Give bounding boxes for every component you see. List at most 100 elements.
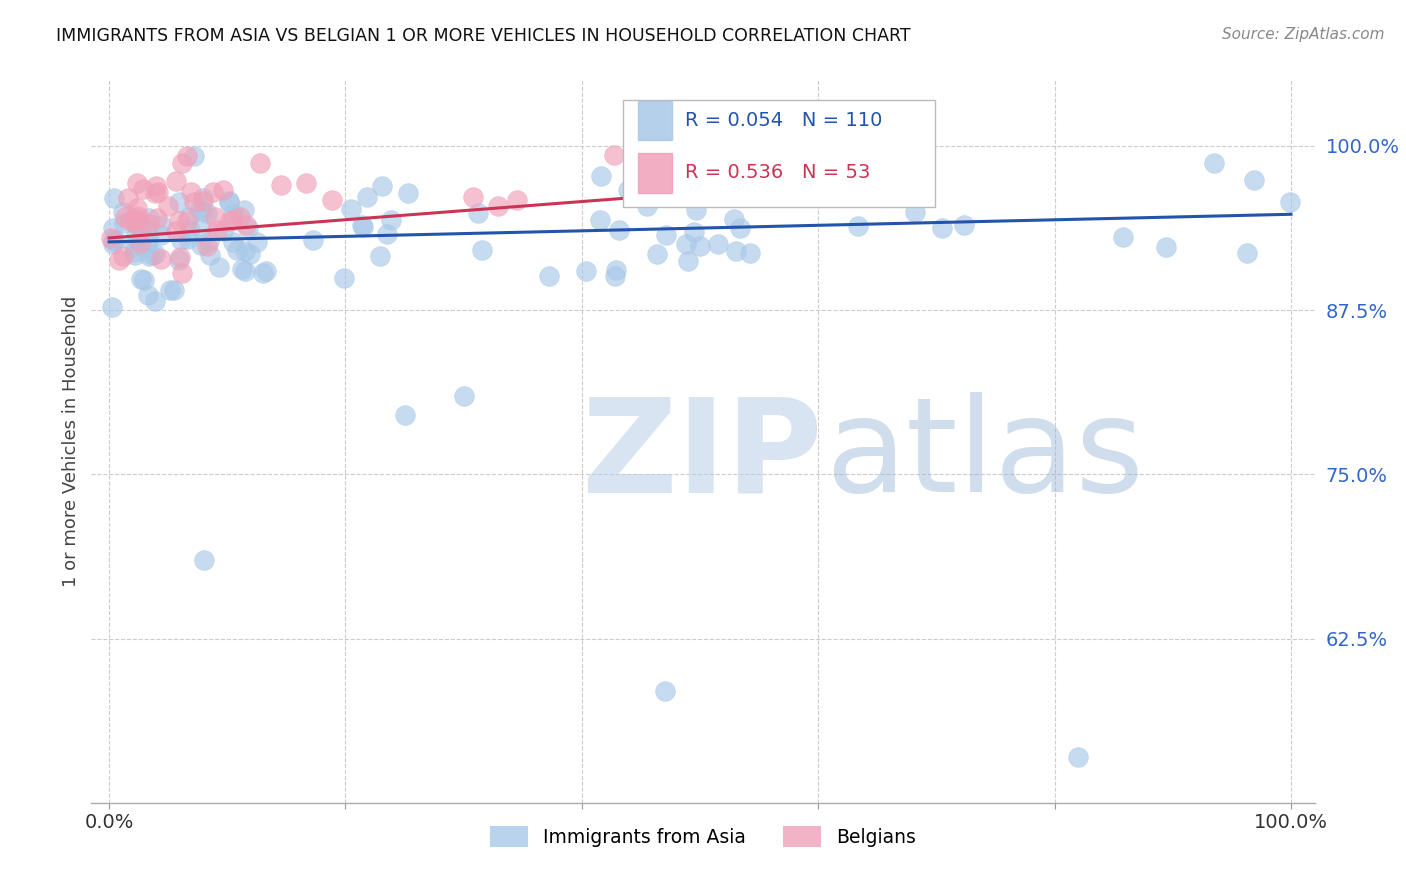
Point [183, 194, 205, 209]
Point [846, 219, 869, 233]
Text: R = 0.054   N = 110: R = 0.054 N = 110 [685, 111, 882, 130]
Point [112, 205, 135, 219]
Point [101, 220, 124, 235]
Point [138, 211, 160, 225]
Point [124, 212, 146, 227]
Point [246, 235, 269, 250]
Point [167, 252, 190, 267]
Point [191, 194, 214, 209]
Point [589, 213, 612, 227]
Point [591, 169, 613, 183]
Point [730, 220, 752, 235]
Point [270, 178, 292, 193]
Point [122, 239, 145, 253]
Point [183, 149, 205, 163]
Point [145, 186, 167, 201]
Point [198, 248, 221, 262]
Point [136, 231, 159, 245]
Point [218, 214, 240, 228]
Point [605, 263, 627, 277]
Point [350, 218, 373, 232]
Point [904, 205, 927, 219]
Point [744, 139, 766, 153]
Legend: Immigrants from Asia, Belgians: Immigrants from Asia, Belgians [482, 818, 924, 855]
Point [380, 212, 402, 227]
Point [122, 245, 145, 260]
Text: IMMIGRANTS FROM ASIA VS BELGIAN 1 OR MORE VEHICLES IN HOUSEHOLD CORRELATION CHAR: IMMIGRANTS FROM ASIA VS BELGIAN 1 OR MOR… [56, 27, 911, 45]
Point [1112, 229, 1135, 244]
Point [725, 244, 748, 258]
Point [177, 232, 200, 246]
Point [212, 225, 235, 239]
Point [179, 223, 201, 237]
Point [100, 231, 122, 245]
Point [636, 198, 658, 212]
Point [170, 233, 193, 247]
Point [675, 237, 697, 252]
Point [117, 190, 139, 204]
Point [676, 253, 699, 268]
Point [202, 185, 225, 199]
Point [136, 287, 159, 301]
Point [176, 213, 198, 227]
Point [396, 186, 419, 201]
Point [211, 183, 233, 197]
Point [112, 216, 135, 230]
Point [132, 273, 155, 287]
Point [222, 235, 245, 250]
Point [132, 181, 155, 195]
Point [235, 218, 257, 232]
Point [654, 684, 676, 698]
Point [602, 147, 624, 161]
Point [205, 223, 228, 237]
Point [146, 211, 169, 225]
Point [229, 210, 252, 224]
Point [103, 191, 125, 205]
Point [689, 238, 711, 252]
Point [149, 252, 172, 266]
Point [233, 244, 256, 258]
Point [682, 225, 704, 239]
Point [165, 224, 187, 238]
FancyBboxPatch shape [623, 100, 935, 207]
Point [605, 269, 627, 284]
Point [645, 247, 668, 261]
Point [190, 238, 212, 252]
Point [138, 217, 160, 231]
Point [239, 247, 262, 261]
Point [249, 155, 271, 169]
Point [394, 409, 416, 423]
Point [170, 266, 193, 280]
Point [190, 222, 212, 236]
Y-axis label: 1 or more Vehicles in Household: 1 or more Vehicles in Household [62, 296, 80, 587]
Point [114, 211, 136, 225]
Point [222, 207, 245, 221]
Point [136, 236, 159, 251]
Point [180, 185, 202, 199]
Point [170, 156, 193, 170]
Point [157, 199, 180, 213]
Point [129, 235, 152, 250]
Point [193, 191, 215, 205]
Point [120, 213, 142, 227]
Point [124, 248, 146, 262]
Point [295, 176, 318, 190]
Point [150, 228, 173, 243]
Point [145, 247, 167, 261]
FancyBboxPatch shape [638, 153, 672, 193]
Point [176, 149, 198, 163]
Point [453, 388, 475, 402]
Point [818, 176, 841, 190]
Point [124, 231, 146, 245]
Point [127, 219, 149, 234]
Point [165, 174, 187, 188]
Point [254, 264, 277, 278]
Point [740, 246, 762, 260]
Point [461, 189, 484, 203]
Text: Source: ZipAtlas.com: Source: ZipAtlas.com [1222, 27, 1385, 42]
Point [470, 243, 492, 257]
Point [655, 228, 678, 243]
Point [467, 206, 489, 220]
Point [1243, 173, 1265, 187]
Point [129, 271, 152, 285]
